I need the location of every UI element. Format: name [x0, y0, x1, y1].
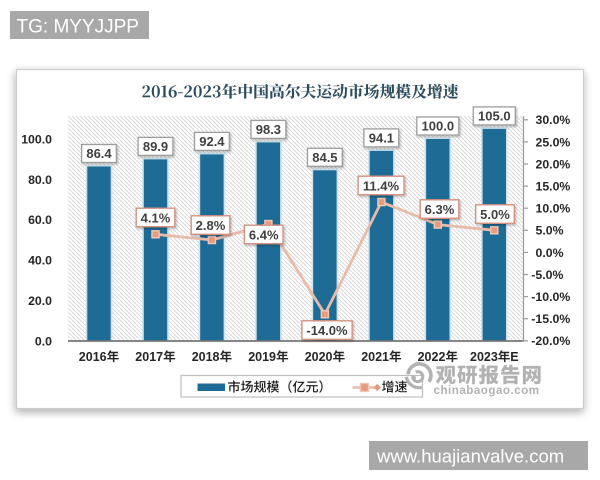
svg-text:100.0: 100.0	[422, 119, 455, 134]
svg-text:0.0: 0.0	[35, 334, 52, 348]
svg-text:89.9: 89.9	[143, 139, 168, 154]
svg-text:2019: 2019	[248, 350, 276, 364]
svg-text:-10.0%: -10.0%	[531, 290, 570, 304]
svg-text:80.0: 80.0	[28, 173, 52, 187]
svg-text:105.0: 105.0	[478, 108, 511, 123]
svg-text:TG: MYYJJPP: TG: MYYJJPP	[17, 17, 139, 38]
svg-text:2.8%: 2.8%	[196, 218, 226, 233]
svg-text:15.0%: 15.0%	[536, 180, 571, 194]
svg-text:10.0%: 10.0%	[536, 202, 571, 216]
svg-text:100.0: 100.0	[21, 132, 52, 146]
svg-text:25.0%: 25.0%	[536, 135, 571, 149]
svg-text:0.0%: 0.0%	[536, 246, 564, 260]
svg-text:40.0: 40.0	[28, 254, 52, 268]
svg-text:-20.0%: -20.0%	[531, 334, 570, 348]
svg-text:98.3: 98.3	[256, 122, 281, 137]
svg-text:2017: 2017	[135, 350, 163, 364]
svg-text:4.1%: 4.1%	[141, 210, 171, 225]
svg-text:11.4%: 11.4%	[363, 178, 400, 193]
svg-text:5.0%: 5.0%	[480, 207, 510, 222]
svg-text:20.0%: 20.0%	[536, 157, 571, 171]
svg-text:-5.0%: -5.0%	[531, 268, 563, 282]
svg-text:5.0%: 5.0%	[536, 224, 564, 238]
svg-text:6.3%: 6.3%	[425, 202, 455, 217]
svg-text:94.1: 94.1	[369, 130, 394, 145]
svg-text:2022: 2022	[418, 350, 446, 364]
svg-text:20.0: 20.0	[28, 294, 52, 308]
svg-text:-15.0%: -15.0%	[531, 312, 570, 326]
svg-text:84.5: 84.5	[312, 150, 337, 165]
svg-text:2020: 2020	[305, 350, 333, 364]
svg-text:2021: 2021	[361, 350, 389, 364]
svg-text:6.4%: 6.4%	[249, 227, 279, 242]
svg-text:2018: 2018	[192, 350, 220, 364]
svg-text:92.4: 92.4	[199, 134, 225, 149]
svg-text:86.4: 86.4	[86, 146, 112, 161]
svg-text:30.0%: 30.0%	[536, 113, 571, 127]
svg-text:2016: 2016	[79, 350, 107, 364]
svg-text:www.huajianvalve.com: www.huajianvalve.com	[376, 446, 564, 467]
svg-text:chinabaogao.com: chinabaogao.com	[434, 384, 540, 397]
svg-text:60.0: 60.0	[28, 213, 52, 227]
svg-text:E: E	[510, 350, 518, 364]
svg-text:2023: 2023	[470, 350, 498, 364]
svg-text:-14.0%: -14.0%	[306, 323, 348, 338]
